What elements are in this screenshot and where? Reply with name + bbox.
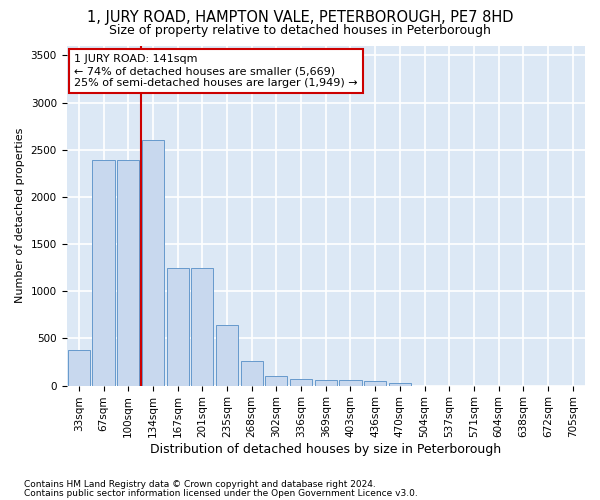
Text: 1 JURY ROAD: 141sqm
← 74% of detached houses are smaller (5,669)
25% of semi-det: 1 JURY ROAD: 141sqm ← 74% of detached ho… — [74, 54, 358, 88]
Text: 1, JURY ROAD, HAMPTON VALE, PETERBOROUGH, PE7 8HD: 1, JURY ROAD, HAMPTON VALE, PETERBOROUGH… — [87, 10, 513, 25]
Bar — [265, 376, 287, 386]
Y-axis label: Number of detached properties: Number of detached properties — [15, 128, 25, 304]
X-axis label: Distribution of detached houses by size in Peterborough: Distribution of detached houses by size … — [150, 443, 502, 456]
Bar — [364, 382, 386, 386]
Bar — [389, 383, 411, 386]
Bar — [314, 380, 337, 386]
Text: Contains public sector information licensed under the Open Government Licence v3: Contains public sector information licen… — [24, 489, 418, 498]
Bar — [142, 140, 164, 386]
Bar — [191, 268, 214, 386]
Bar — [68, 350, 90, 386]
Bar — [92, 160, 115, 386]
Bar — [216, 325, 238, 386]
Text: Contains HM Land Registry data © Crown copyright and database right 2024.: Contains HM Land Registry data © Crown c… — [24, 480, 376, 489]
Bar — [241, 361, 263, 386]
Bar — [340, 380, 362, 386]
Bar — [167, 268, 189, 386]
Bar — [117, 160, 139, 386]
Bar — [290, 380, 312, 386]
Text: Size of property relative to detached houses in Peterborough: Size of property relative to detached ho… — [109, 24, 491, 37]
